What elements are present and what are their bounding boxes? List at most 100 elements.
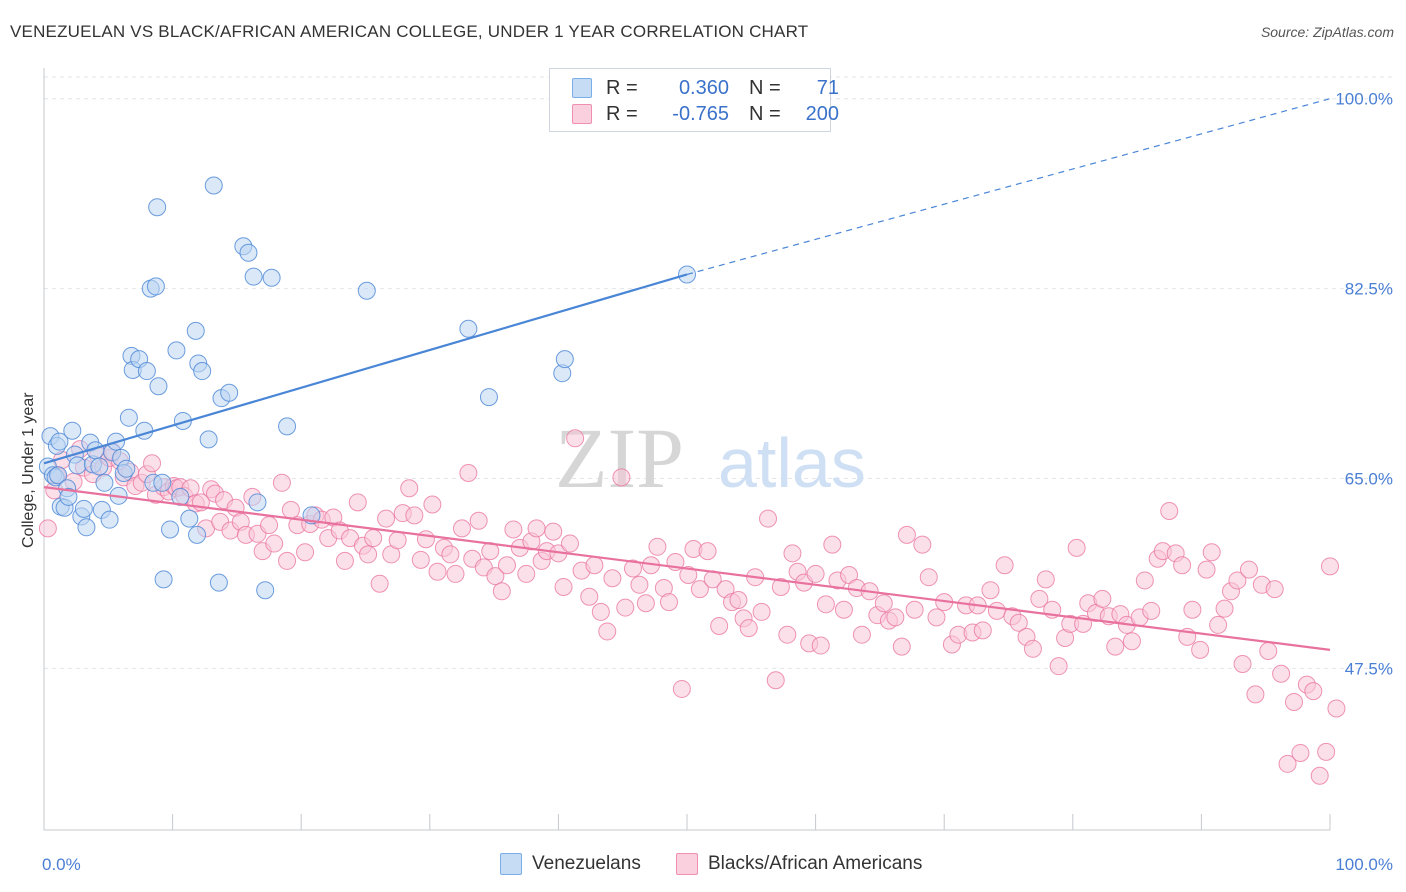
data-point-blacks	[905, 600, 924, 619]
data-point-blacks	[973, 621, 992, 640]
data-point-venezuelans	[137, 362, 156, 381]
data-point-blacks	[1228, 571, 1247, 590]
data-point-blacks	[566, 429, 585, 448]
data-point-blacks	[1233, 654, 1252, 673]
data-point-blacks	[335, 551, 354, 570]
data-point-blacks	[364, 529, 383, 548]
data-point-blacks	[416, 530, 435, 549]
data-point-blacks	[672, 679, 691, 698]
data-point-blacks	[591, 602, 610, 621]
data-point-venezuelans	[204, 176, 223, 195]
data-point-blacks	[927, 608, 946, 627]
data-point-venezuelans	[63, 421, 82, 440]
data-point-blacks	[388, 531, 407, 550]
data-point-blacks	[359, 545, 378, 564]
data-point-blacks	[585, 556, 604, 575]
n-label: N =	[749, 76, 781, 99]
r-label: R =	[606, 102, 638, 125]
data-point-blacks	[679, 566, 698, 585]
data-point-blacks	[811, 636, 830, 655]
data-point-blacks	[1317, 742, 1336, 761]
data-point-blacks	[281, 500, 300, 519]
data-point-blacks	[995, 556, 1014, 575]
trend-lines	[43, 98, 1331, 651]
data-point-blacks	[598, 622, 617, 641]
data-point-venezuelans	[161, 520, 180, 539]
data-point-blacks	[729, 590, 748, 609]
data-point-blacks	[554, 577, 573, 596]
x-tick-label: 0.0%	[42, 855, 81, 874]
y-tick-label: 100.0%	[1335, 90, 1393, 109]
data-point-venezuelans	[50, 432, 69, 451]
data-point-venezuelans	[555, 350, 574, 369]
data-point-venezuelans	[95, 473, 114, 492]
data-point-venezuelans	[209, 573, 228, 592]
data-point-venezuelans	[167, 341, 186, 360]
data-point-blacks	[265, 534, 284, 553]
data-point-blacks	[1239, 560, 1258, 579]
y-tick-label: 82.5%	[1345, 280, 1393, 299]
data-point-blacks	[1215, 599, 1234, 618]
trend-line-blacks	[43, 486, 1331, 651]
data-point-venezuelans	[459, 319, 478, 338]
data-point-blacks	[739, 619, 758, 638]
data-point-blacks	[1142, 601, 1161, 620]
data-point-blacks	[616, 598, 635, 617]
r-label: R =	[606, 76, 638, 99]
stats-row-blacks: R = -0.765 N = 200	[572, 102, 839, 126]
trend-line-venezuelans	[43, 273, 688, 465]
data-point-blacks	[690, 580, 709, 599]
data-point-blacks	[348, 493, 367, 512]
data-point-blacks	[1197, 560, 1216, 579]
data-point-blacks	[919, 568, 938, 587]
data-point-blacks	[771, 577, 790, 596]
source-label: Source: ZipAtlas.com	[1260, 24, 1394, 40]
data-point-blacks	[816, 595, 835, 614]
data-point-blacks	[892, 637, 911, 656]
data-point-blacks	[1093, 589, 1112, 608]
data-point-blacks	[1291, 743, 1310, 762]
data-point-blacks	[874, 594, 893, 613]
legend-blacks-label: Blacks/African Americans	[708, 853, 923, 874]
stats-legend: R = 0.360 N = 71 R = -0.765 N = 200	[549, 68, 839, 132]
data-point-blacks	[1173, 556, 1192, 575]
data-point-venezuelans	[154, 570, 173, 589]
data-point-blacks	[1036, 570, 1055, 589]
data-point-blacks	[766, 671, 785, 690]
watermark-atlas: atlas	[718, 424, 866, 502]
data-point-blacks	[630, 575, 649, 594]
data-point-venezuelans	[153, 473, 172, 492]
data-point-blacks	[1304, 682, 1323, 701]
data-point-blacks	[1122, 632, 1141, 651]
data-point-venezuelans	[100, 510, 119, 529]
data-point-blacks	[1246, 685, 1265, 704]
data-point-blacks	[1009, 613, 1028, 632]
data-point-blacks	[987, 601, 1006, 620]
data-point-venezuelans	[278, 417, 297, 436]
data-point-blacks	[806, 564, 825, 583]
data-point-blacks	[778, 625, 797, 644]
data-point-blacks	[459, 464, 478, 483]
n-value: 200	[805, 102, 839, 125]
data-point-venezuelans	[180, 509, 199, 528]
series-blacks-african-americans	[38, 429, 1346, 785]
data-point-blacks	[504, 520, 523, 539]
data-point-blacks	[260, 516, 279, 535]
data-point-blacks	[377, 509, 396, 528]
data-point-blacks	[278, 551, 297, 570]
data-point-venezuelans	[199, 430, 218, 449]
r-value: 0.360	[678, 76, 729, 99]
data-point-blacks	[823, 535, 842, 554]
data-point-blacks	[659, 593, 678, 612]
data-point-blacks	[1209, 615, 1228, 634]
data-point-venezuelans	[244, 267, 263, 286]
y-tick-label: 65.0%	[1345, 469, 1393, 488]
data-point-blacks	[752, 602, 771, 621]
legend-venezuelans-swatch	[500, 853, 522, 875]
data-point-venezuelans	[188, 525, 207, 544]
data-point-blacks	[428, 562, 447, 581]
data-point-blacks	[1310, 766, 1329, 785]
data-point-venezuelans	[357, 281, 376, 300]
data-point-blacks	[834, 600, 853, 619]
